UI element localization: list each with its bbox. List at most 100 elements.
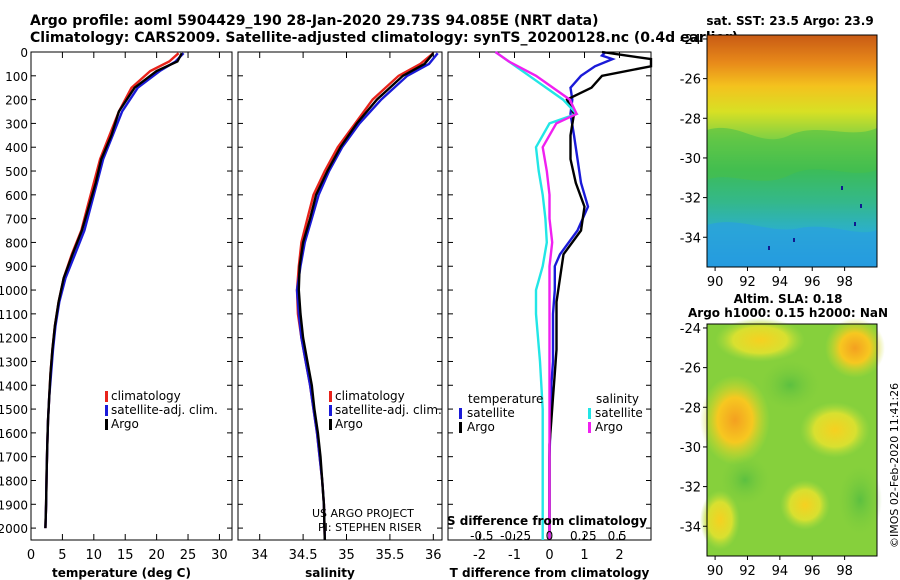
diff-legend-temperature-title: temperature — [468, 392, 543, 406]
sst-map-title: sat. SST: 23.5 Argo: 23.9 — [706, 14, 873, 28]
salinity-frame — [237, 51, 443, 541]
sla-map-title-2: Argo h1000: 0.15 h2000: NaN — [688, 306, 888, 320]
panel-salinity: 34 34.5 35 35.5 36 salinity climatologysatelli… — [237, 51, 443, 580]
diff-legend-temperature-label: Argo — [467, 420, 495, 434]
sst-cold-band — [707, 222, 877, 267]
diff-s-tick-label: 0 — [546, 529, 554, 543]
sst-argo-markers — [768, 186, 862, 250]
depth-tick-label: 1600 — [0, 427, 28, 441]
temperature-legend-swatch — [105, 405, 108, 416]
temperature-legend-label: climatology — [111, 389, 181, 403]
temperature-xtick-label: 0 — [27, 548, 35, 563]
temperature-xtick-label: 5 — [58, 548, 66, 563]
differences-series-temperature-satellite — [548, 51, 616, 540]
sla_map-xtick-label: 98 — [836, 564, 853, 579]
salinity-series-argo — [297, 52, 435, 541]
depth-tick-label: 1700 — [0, 451, 28, 465]
diff-s-axis-label: S difference from climatology — [447, 514, 647, 528]
figure-title-line-2: Climatology: CARS2009. Satellite-adjuste… — [30, 30, 739, 46]
salinity-legend-label: satellite-adj. clim. — [335, 403, 442, 417]
sla_map-ytick-label: -28 — [680, 401, 701, 416]
sst_map-xtick-label: 98 — [836, 275, 853, 290]
temperature-legend-swatch — [105, 391, 108, 402]
sla_map-xtick-label: 96 — [804, 564, 821, 579]
salinity-xlabel: salinity — [305, 566, 355, 580]
depth-tick-label: 600 — [5, 189, 28, 203]
salinity-series-satellite-adj-clim- — [295, 52, 439, 541]
salinity-legend-swatch — [329, 391, 332, 402]
sst_map-xtick-label: 90 — [707, 275, 724, 290]
copyright-stamp: ©IMOS 02-Feb-2020 11:41:26 — [888, 382, 900, 548]
salinity-xtick-label: 36 — [425, 548, 442, 563]
temperature-xtick-label: 10 — [86, 548, 103, 563]
temperature-xlabel: temperature (deg C) — [52, 566, 191, 580]
depth-tick-label: 1000 — [0, 284, 28, 298]
sst_map-ytick-label: -24 — [680, 33, 701, 48]
diff-s-tick-label: 0.25 — [570, 529, 597, 543]
sst_map-ytick-label: -30 — [680, 152, 701, 167]
depth-tick-label: 1400 — [0, 379, 28, 393]
differences-series-salinity-argo — [494, 51, 579, 540]
differences-xtick-label: 2 — [615, 548, 623, 563]
differences-xlabel: T difference from climatology — [450, 566, 650, 580]
temperature-xtick-label: 15 — [117, 548, 134, 563]
depth-tick-label: 1800 — [0, 474, 28, 488]
diff-legend-salinity-title: salinity — [596, 392, 639, 406]
sst_map-ytick-label: -28 — [680, 112, 701, 127]
depth-tick-label: 400 — [5, 141, 28, 155]
sst_map-ytick-label: -34 — [680, 231, 701, 246]
salinity-legend-swatch — [329, 405, 332, 416]
salinity-xtick-label: 35.5 — [375, 548, 404, 563]
salinity-xtick-label: 34 — [251, 548, 268, 563]
sla_map-xtick-label: 94 — [772, 564, 789, 579]
sla_map-ytick-label: -26 — [680, 362, 701, 377]
credit-pi: PI: STEPHEN RISER — [318, 521, 422, 534]
depth-tick-label: 1900 — [0, 498, 28, 512]
differences-xtick-label: 1 — [580, 548, 588, 563]
panel-differences: -2 -1 0 1 2 T difference from climatology temp… — [447, 50, 653, 580]
diff-legend-salinity-swatch — [588, 408, 591, 419]
sla_map-ytick-label: -32 — [680, 481, 701, 496]
diff-legend-salinity-swatch — [588, 422, 591, 433]
diff-legend-temperature-label: satellite — [467, 406, 515, 420]
diff-legend-salinity-label: Argo — [595, 420, 623, 434]
depth-tick-label: 800 — [5, 236, 28, 250]
depth-tick-label: 1100 — [0, 308, 28, 322]
diff-s-tick-label: -0.25 — [500, 529, 531, 543]
sla_map-xtick-label: 92 — [739, 564, 756, 579]
sla-map-title-1: Altim. SLA: 0.18 — [734, 292, 843, 306]
differences-series-salinity-satellite — [494, 51, 579, 540]
sst-front-band — [707, 127, 877, 181]
salinity-series-climatology — [295, 52, 435, 541]
diff-legend-temperature-swatch — [459, 408, 462, 419]
depth-tick-label: 300 — [5, 117, 28, 131]
temperature-series-argo — [44, 52, 183, 529]
sla_map-ytick-label: -30 — [680, 441, 701, 456]
sla_map-ytick-label: -24 — [680, 322, 701, 337]
salinity-xtick-label: 34.5 — [289, 548, 318, 563]
salinity-xtick-label: 35 — [338, 548, 355, 563]
depth-tick-label: 200 — [5, 94, 28, 108]
salinity-legend-swatch — [329, 419, 332, 430]
differences-series-temperature-argo — [548, 50, 653, 540]
diff-s-tick-label: 0.5 — [608, 529, 627, 543]
figure-title-line-1: Argo profile: aoml 5904429_190 28-Jan-20… — [30, 13, 599, 29]
temperature-legend-label: Argo — [111, 417, 139, 431]
depth-tick-label: 700 — [5, 213, 28, 227]
temperature-xtick-label: 25 — [180, 548, 197, 563]
temperature-legend-swatch — [105, 419, 108, 430]
temperature-series-climatology — [44, 52, 180, 529]
depth-tick-label: 1300 — [0, 355, 28, 369]
credit-project: US ARGO PROJECT — [312, 507, 414, 520]
temperature-xtick-label: 20 — [148, 548, 165, 563]
depth-tick-label: 900 — [5, 260, 28, 274]
differences-xtick-label: 0 — [545, 548, 553, 563]
temperature-frame — [30, 51, 233, 541]
salinity-legend-label: climatology — [335, 389, 405, 403]
temperature-legend-label: satellite-adj. clim. — [111, 403, 218, 417]
depth-tick-label: 2000 — [0, 522, 28, 536]
sst_map-xtick-label: 94 — [772, 275, 789, 290]
diff-legend-salinity-label: satellite — [595, 406, 643, 420]
sst_map-ytick-label: -32 — [680, 192, 701, 207]
